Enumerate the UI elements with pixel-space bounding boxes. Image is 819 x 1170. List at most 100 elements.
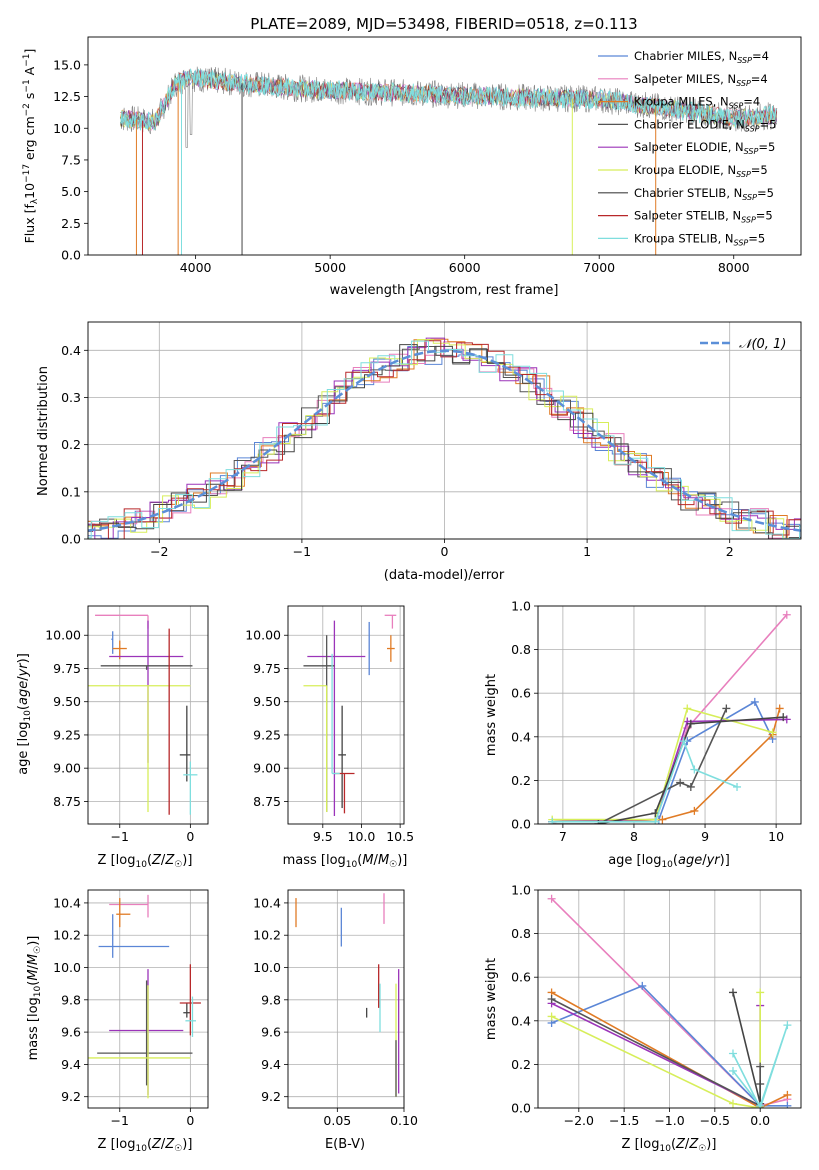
y-tick-label: 9.50 [253, 694, 281, 709]
y-tick-label: 0.2 [61, 437, 81, 452]
series-line [551, 984, 788, 1107]
plot-area [88, 337, 801, 539]
spectrum-xlabel: wavelength [Angstrom, rest frame] [330, 283, 559, 298]
legend-value: =5 [758, 140, 775, 154]
plot-area [295, 893, 400, 1097]
series-line [551, 992, 761, 1108]
mass-weight-vs-metallicity-panel: −2.0 −1.5 −1.0 −0.5 0.0 0.0 0.2 0.4 0.6 0.8 1.0 [511, 883, 802, 1128]
mass-metallicity-ylabel: mass [log10(M/M☉)] [26, 936, 43, 1061]
series-line [551, 998, 761, 1108]
legend-value: =4 [751, 72, 768, 86]
point-marker [638, 981, 647, 990]
x-tick-label: −1 [111, 829, 129, 844]
y-tick-label: 9.2 [261, 1089, 281, 1104]
legend-value: =4 [752, 49, 769, 63]
axes-frame [87, 605, 209, 825]
histogram-xlabel: (data-model)/error [384, 568, 505, 583]
x-tick-label: 0.10 [390, 1113, 418, 1128]
mw-age-xlabel: age [log10(age/yr)] [608, 853, 730, 870]
y-tick-label: 9.00 [253, 761, 281, 776]
legend-value: =5 [760, 117, 777, 131]
axes-frame [537, 605, 802, 825]
legend-subscript: SSP [737, 56, 752, 65]
mass-vs-ebv-panel: 0.05 0.10 9.2 9.4 9.6 9.8 10.0 10.2 10.4 [253, 889, 418, 1128]
y-tick-label: 0.0 [61, 248, 81, 263]
plot-area [88, 894, 201, 1099]
point-marker [547, 1012, 556, 1021]
legend-subscript: SSP [729, 102, 744, 111]
histogram-kroupa-stelib [88, 340, 801, 539]
point-marker [686, 782, 695, 791]
point-marker [775, 704, 784, 713]
x-tick-label: −1 [111, 1113, 129, 1128]
x-tick-label: 10 [768, 829, 784, 844]
legend-value: =5 [756, 209, 773, 223]
series-line [598, 716, 784, 824]
point-marker [756, 1101, 765, 1108]
x-tick-label: −1 [293, 544, 311, 559]
mass-vs-metallicity-panel: −1 0 9.2 9.4 9.6 9.8 10.0 10.2 10.4 [53, 889, 209, 1128]
legend-label: Salpeter STELIB, NSSP=5 [634, 209, 773, 225]
y-tick-label: 0.4 [511, 1013, 531, 1028]
y-tick-label: 0.2 [511, 1057, 531, 1072]
spectrum-ylabel: Flux [fλ10−17 erg cm−2 s−1 A−1] [22, 49, 40, 244]
histogram-chabrier-stelib [88, 344, 801, 539]
y-tick-label: 0.0 [61, 532, 81, 547]
y-tick-label: 0.8 [511, 926, 531, 941]
histogram-salpeter-elodie [88, 337, 801, 539]
point-marker [783, 1021, 792, 1030]
x-tick-label: 7 [559, 829, 567, 844]
y-tick-label: 9.6 [61, 1025, 81, 1040]
point-marker [728, 1099, 737, 1108]
x-tick-label: 0 [186, 1113, 194, 1128]
x-tick-label: 6000 [449, 260, 481, 275]
x-tick-label: 2 [726, 544, 734, 559]
point-marker [679, 737, 688, 746]
legend-label: 𝒩(0, 1) [739, 337, 786, 352]
y-tick-label: 9.25 [53, 727, 81, 742]
y-tick-label: 9.75 [53, 661, 81, 676]
legend-label: Salpeter MILES, NSSP=4 [634, 72, 768, 88]
point-marker [750, 697, 759, 706]
y-tick-label: 10.0 [53, 121, 81, 136]
plot-area [547, 894, 792, 1108]
y-tick-label: 7.5 [61, 152, 81, 167]
mw-metallicity-ylabel: mass weight [484, 958, 499, 1040]
age-vs-mass-panel: 9.5 10.0 10.5 8.75 9.00 9.25 9.50 9.75 10.00 [245, 605, 414, 844]
point-marker [651, 817, 660, 824]
axes-frame [87, 36, 802, 256]
y-tick-label: 10.2 [253, 928, 281, 943]
y-tick-label: 10.00 [45, 628, 81, 643]
point-marker [676, 778, 685, 787]
model-spectrum-salpeter-stelib [120, 68, 778, 131]
age-metallicity-xlabel: Z [log10(Z/Z☉)] [98, 853, 193, 870]
point-marker [782, 610, 791, 619]
point-marker [768, 728, 777, 737]
series-line [552, 738, 738, 823]
x-tick-label: 4000 [180, 260, 212, 275]
legend-value: =5 [757, 186, 774, 200]
x-tick-label: −1.5 [609, 1113, 639, 1128]
point-marker [690, 806, 699, 815]
y-tick-label: 9.75 [253, 661, 281, 676]
y-tick-label: 0.3 [61, 390, 81, 405]
histogram-salpeter-stelib [88, 340, 801, 539]
spectrum-panel: PLATE=2089, MJD=53498, FIBERID=0518, z=0… [22, 15, 802, 298]
y-tick-label: 0.8 [511, 642, 531, 657]
plot-area [303, 614, 397, 817]
y-tick-label: 9.2 [61, 1089, 81, 1104]
legend-label: Kroupa ELODIE, NSSP=5 [634, 163, 768, 179]
point-marker [722, 704, 731, 713]
x-tick-label: 0.05 [323, 1113, 351, 1128]
legend-subscript: SSP [741, 216, 756, 225]
legend-value: =4 [743, 95, 760, 109]
histogram-kroupa-elodie [88, 339, 801, 539]
point-marker [783, 1090, 792, 1099]
legend-label: Chabrier STELIB, NSSP=5 [634, 186, 774, 202]
legend-value: =5 [748, 231, 765, 245]
x-tick-label: −2.0 [564, 1113, 594, 1128]
axes-frame [287, 605, 405, 825]
point-marker [728, 1049, 737, 1058]
y-tick-label: 15.0 [53, 57, 81, 72]
